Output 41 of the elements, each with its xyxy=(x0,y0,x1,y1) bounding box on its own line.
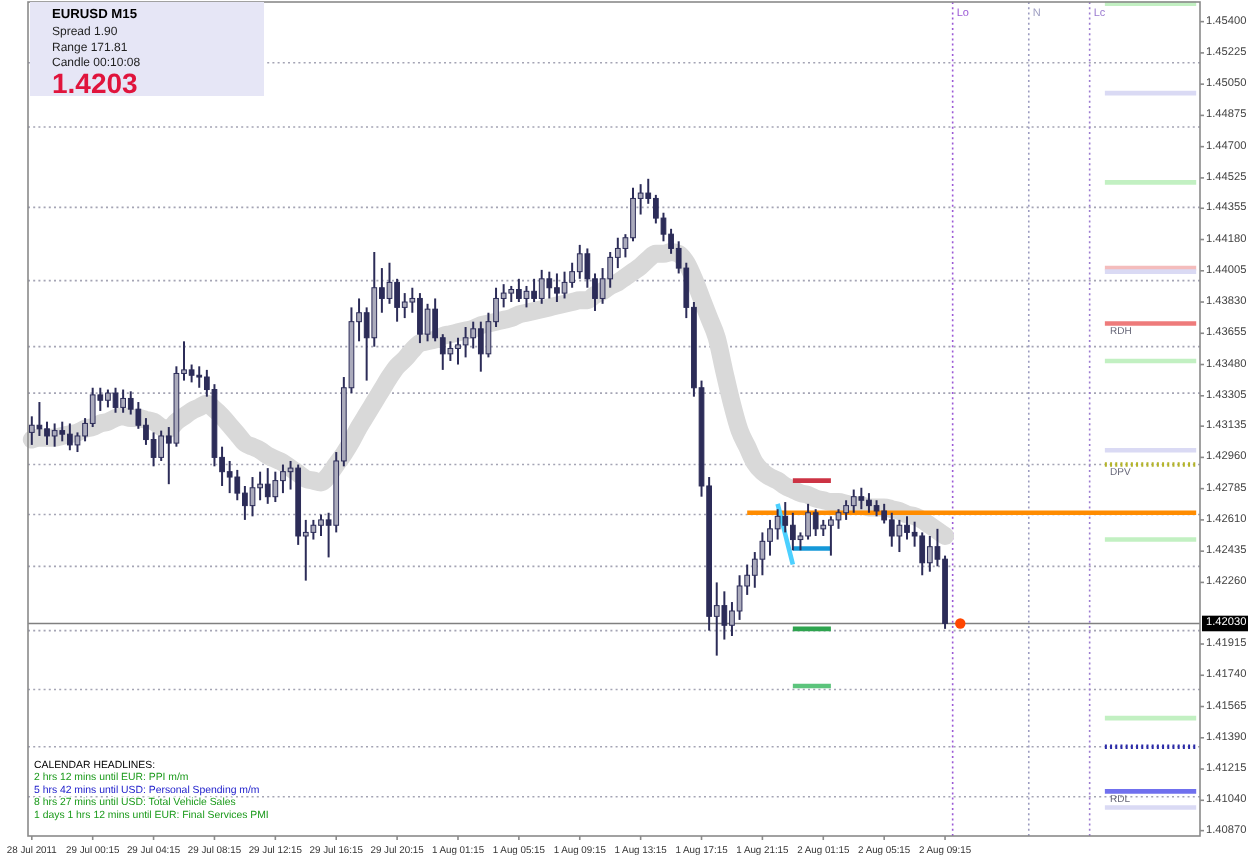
candlestick xyxy=(531,277,537,304)
candlestick xyxy=(896,518,903,554)
candlestick xyxy=(158,429,165,462)
candlestick xyxy=(112,386,119,414)
candlestick xyxy=(477,320,484,373)
candlestick xyxy=(272,470,279,504)
candlestick xyxy=(226,459,233,495)
candlestick xyxy=(843,499,849,521)
candlestick xyxy=(904,515,910,541)
annotation: 1.4203 xyxy=(52,67,139,99)
candlestick xyxy=(417,292,423,345)
candlestick xyxy=(828,515,834,557)
candlestick xyxy=(196,365,203,389)
candlestick xyxy=(805,502,811,541)
candlestick xyxy=(866,492,872,514)
candlestick xyxy=(767,518,773,557)
candlestick xyxy=(264,467,271,505)
candlestick xyxy=(44,420,50,446)
candlestick xyxy=(812,508,819,537)
candlestick xyxy=(74,431,81,454)
candlestick xyxy=(280,463,286,495)
candlestick xyxy=(394,277,400,323)
candlestick xyxy=(234,468,241,502)
candlestick xyxy=(561,270,568,300)
candlestick xyxy=(242,484,248,521)
candlestick xyxy=(424,302,431,343)
candlestick xyxy=(36,401,43,437)
candlestick xyxy=(888,511,895,548)
candlestick xyxy=(516,277,522,304)
candlestick xyxy=(858,486,865,511)
candlestick xyxy=(782,501,789,534)
candlestick xyxy=(523,284,530,309)
candlestick xyxy=(150,431,157,468)
candlestick xyxy=(546,270,553,300)
candlestick xyxy=(554,272,560,304)
candlestick xyxy=(789,511,796,552)
candlestick xyxy=(850,488,857,514)
candlestick xyxy=(774,508,781,541)
candlestick xyxy=(59,420,66,443)
candlestick xyxy=(67,422,73,452)
candlestick xyxy=(51,422,58,448)
